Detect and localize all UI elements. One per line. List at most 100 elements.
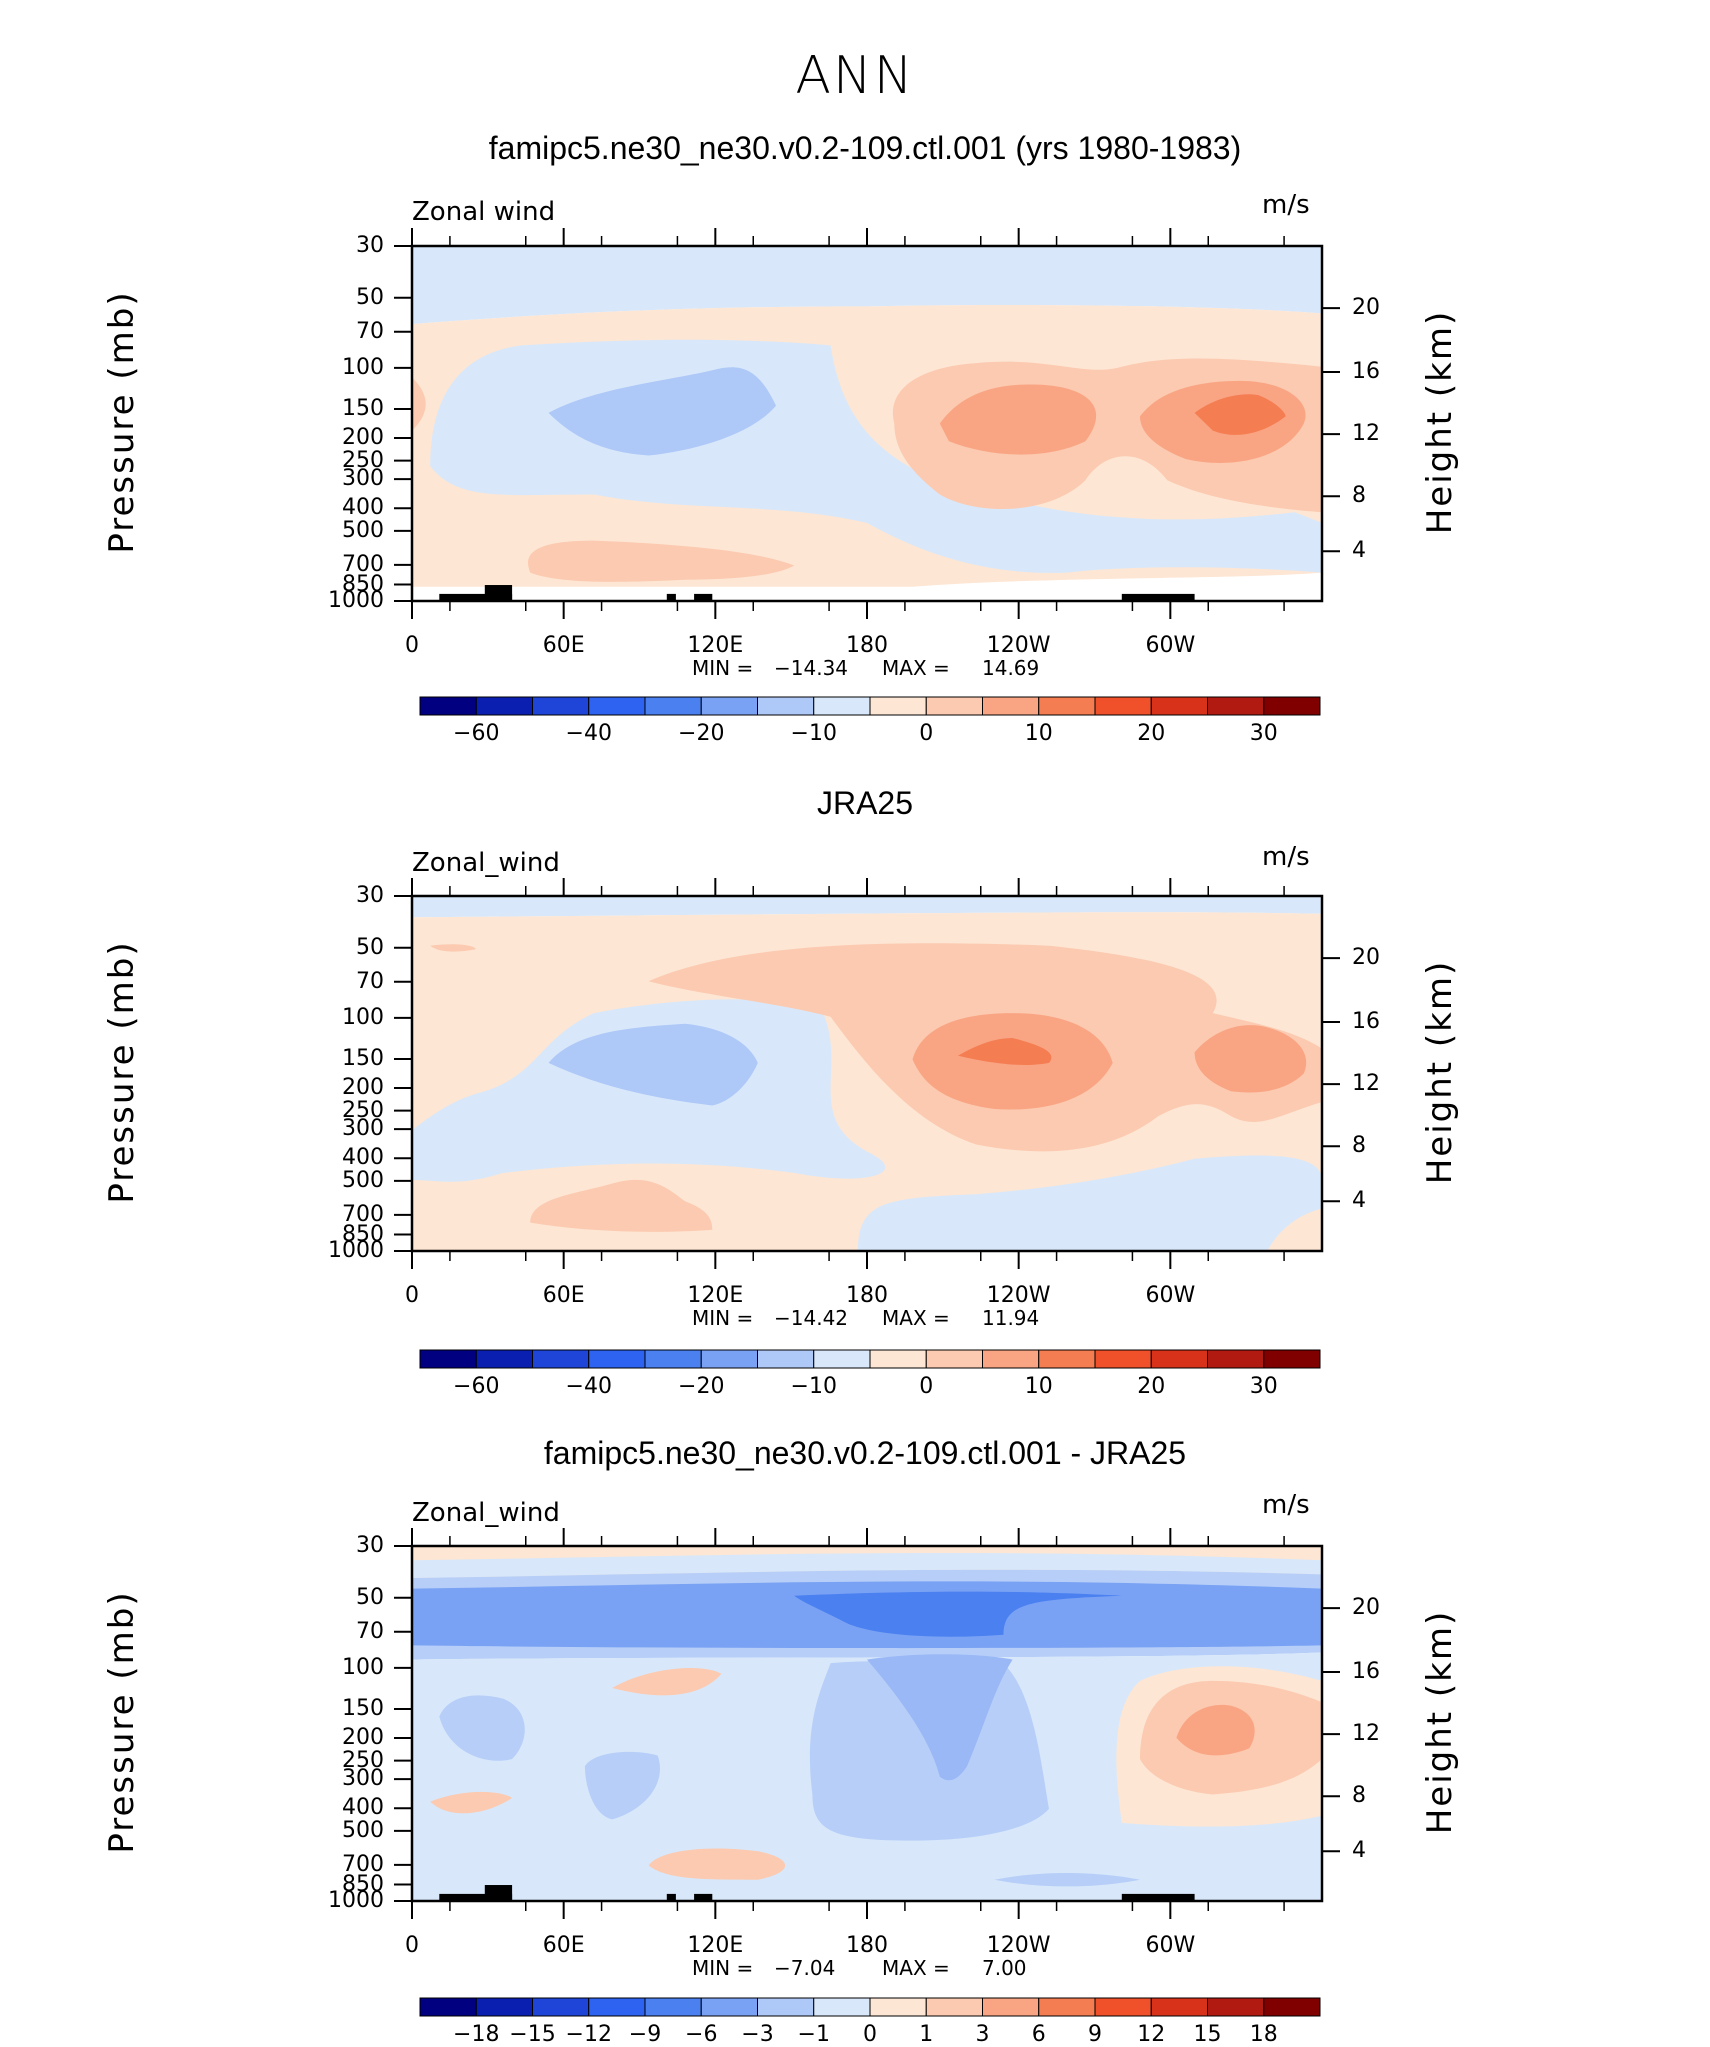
panel-2-pressure-tick-30: 30: [356, 883, 384, 908]
colorbar-box-16: [1263, 1349, 1321, 1369]
colorbar-box-4: [588, 696, 646, 716]
panel-3-pressure-axis-title: Pressure (mb): [102, 1589, 142, 1854]
panel-2-plot: [394, 878, 1340, 1269]
panel-1-pressure-axis-title: Pressure (mb): [102, 289, 142, 554]
panel-2-colorbar-label: −40: [565, 1374, 612, 1399]
panel-1-lon-tick-60W: 60W: [1145, 633, 1196, 658]
panel-3-min-value: −7.04: [774, 1956, 836, 1980]
panel-3-colorbar-label: −6: [685, 2022, 718, 2047]
panel-1-min-label: MIN =: [692, 656, 754, 680]
panel-2-contour-region-10: [530, 1179, 713, 1232]
panel-2-lon-tick-120E: 120E: [687, 1283, 744, 1308]
panel-3-colorbar-label: 12: [1137, 2022, 1166, 2047]
panel-2-lon-tick-60E: 60E: [542, 1283, 585, 1308]
colorbar-box-8: [813, 1997, 871, 2017]
panel-1-pressure-tick-400: 400: [342, 495, 384, 521]
panel-2-pressure-tick-250: 250: [342, 1097, 384, 1123]
colorbar-box-10: [925, 696, 983, 716]
panel-3-max-label: MAX =: [882, 1956, 950, 1980]
colorbar-box-14: [1150, 696, 1208, 716]
panel-2-lon-tick-60W: 60W: [1145, 1283, 1196, 1308]
panel-3-pressure-tick-700: 700: [342, 1851, 384, 1877]
panel-2-min-value: −14.42: [774, 1306, 849, 1330]
panel-2-contour-region-1: [412, 896, 1322, 918]
colorbar-box-15: [1207, 1997, 1265, 2017]
panel-1-height-tick-12: 12: [1352, 421, 1380, 447]
panel-1-plot: [394, 228, 1340, 619]
panel-2-max-label: MAX =: [882, 1306, 950, 1330]
panel-2-colorbar-label: 20: [1137, 1374, 1166, 1399]
panel-2-var-label: Zonal_wind: [412, 848, 560, 878]
panel-3-pressure-tick-1000: 1000: [328, 1888, 384, 1913]
panel-2-colorbar-label: 10: [1024, 1374, 1053, 1399]
panel-3-topography-3: [666, 1893, 676, 1901]
panel-2-pressure-tick-850: 850: [342, 1221, 384, 1247]
panel-3-contour-region-2: [412, 1553, 1322, 1578]
panel-3-topography-1: [439, 1893, 513, 1901]
panel-1-topography-3: [666, 593, 676, 601]
panel-3-colorbar-label: 6: [1031, 2022, 1046, 2047]
panel-2-colorbar-label: −60: [453, 1374, 500, 1399]
panel-2-pressure-tick-70: 70: [356, 968, 384, 994]
panel-3-topography-2: [484, 1885, 513, 1901]
panel-1-lon-tick-120E: 120E: [687, 633, 744, 658]
panel-3-lon-tick-60E: 60E: [542, 1933, 585, 1958]
panel-1-height-tick-4: 4: [1352, 538, 1366, 564]
panel-1-topography-1: [439, 593, 513, 601]
panel-3-plot: [394, 1528, 1340, 1919]
panel-3-colorbar-label: 18: [1249, 2022, 1278, 2047]
panel-3-colorbar: [419, 1997, 1321, 2017]
colorbar-box-2: [475, 1997, 533, 2017]
panel-3-contour-region-8: [867, 1654, 1013, 1781]
colorbar-box-11: [982, 696, 1040, 716]
panel-3-pressure-tick-850: 850: [342, 1871, 384, 1897]
panel-2-pressure-tick-1000: 1000: [328, 1238, 384, 1263]
panel-2-pressure-tick-100: 100: [342, 1004, 384, 1030]
panel-3-lon-tick-0: 0: [405, 1933, 419, 1958]
panel-1-min-value: −14.34: [774, 656, 849, 680]
panel-3-height-tick-8: 8: [1352, 1783, 1366, 1809]
colorbar-box-4: [588, 1997, 646, 2017]
colorbar-box-11: [982, 1997, 1040, 2017]
colorbar-box-1: [419, 1349, 477, 1369]
figure-title: ANN: [795, 46, 915, 106]
panel-1-title: famipc5.ne30_ne30.v0.2-109.ctl.001 (yrs …: [488, 130, 1242, 166]
panel-1-colorbar-label: −10: [790, 721, 837, 746]
panel-1-contour-region-1: [412, 246, 1322, 325]
colorbar-box-3: [532, 1349, 590, 1369]
panel-3-colorbar-label: −3: [741, 2022, 774, 2047]
panel-3-pressure-tick-30: 30: [356, 1533, 384, 1558]
panel-3-contour-region-15: [612, 1667, 722, 1696]
panel-3-topography-5: [1121, 1893, 1195, 1901]
panel-3-height-tick-12: 12: [1352, 1721, 1380, 1747]
colorbar-box-1: [419, 1997, 477, 2017]
colorbar-box-7: [757, 696, 815, 716]
colorbar-box-11: [982, 1349, 1040, 1369]
colorbar-box-1: [419, 696, 477, 716]
panel-1-pressure-tick-200: 200: [342, 425, 384, 451]
panel-2-lon-tick-0: 0: [405, 1283, 419, 1308]
panel-1-contour-region-9: [528, 540, 795, 582]
panel-2-contour-region-4: [548, 1023, 758, 1106]
panel-1-pressure-tick-850: 850: [342, 571, 384, 597]
panel-2-pressure-tick-300: 300: [342, 1116, 384, 1142]
panel-2-height-tick-12: 12: [1352, 1071, 1380, 1097]
panel-1-pressure-tick-500: 500: [342, 517, 384, 543]
colorbar-box-3: [532, 1997, 590, 2017]
panel-2-min-label: MIN =: [692, 1306, 754, 1330]
panel-1-pressure-tick-30: 30: [356, 233, 384, 258]
panel-3-lon-tick-120E: 120E: [687, 1933, 744, 1958]
panel-3-contour-region-17: [994, 1872, 1140, 1887]
panel-1-height-tick-8: 8: [1352, 483, 1366, 509]
panel-3-pressure-tick-150: 150: [342, 1695, 384, 1721]
panel-2-colorbar-label: 0: [919, 1374, 934, 1399]
colorbar-box-9: [869, 1997, 927, 2017]
colorbar-box-8: [813, 1349, 871, 1369]
panel-1-contour-region-6: [939, 384, 1097, 455]
panel-1-lon-tick-0: 0: [405, 633, 419, 658]
panel-3-contour-region-16: [430, 1791, 513, 1814]
panel-3-max-value: 7.00: [982, 1956, 1027, 1980]
colorbar-box-10: [925, 1997, 983, 2017]
colorbar-box-6: [700, 696, 758, 716]
panel-2-pressure-tick-50: 50: [356, 934, 384, 960]
